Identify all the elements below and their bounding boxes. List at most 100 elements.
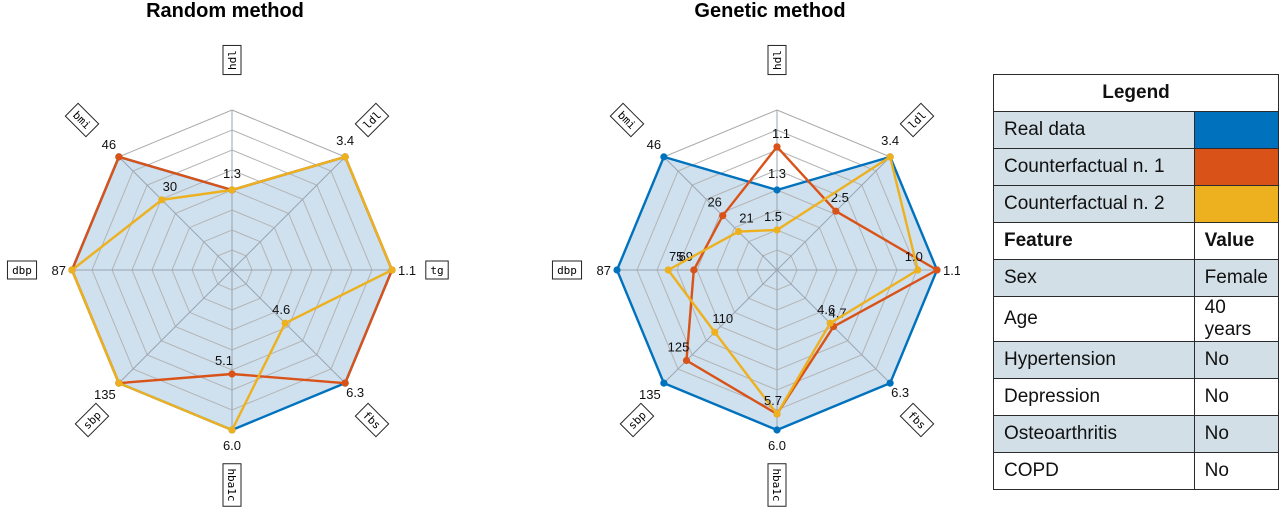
data-point [886, 153, 894, 161]
feature-value: No [1193, 452, 1280, 490]
value-label: 1.5 [764, 209, 782, 224]
feature-value: 40 years [1193, 296, 1280, 342]
value-label: 21 [739, 211, 753, 226]
data-point [613, 266, 621, 274]
data-point [682, 356, 691, 365]
spoke [118, 156, 233, 271]
data-point [228, 186, 236, 194]
legend-title-row: Legend [993, 74, 1279, 112]
axis-label-hdl: hdl [767, 44, 787, 76]
spoke [118, 269, 233, 384]
data-point [734, 227, 743, 236]
data-point [773, 186, 781, 194]
spoke [231, 269, 346, 384]
feature-name: Hypertension [993, 341, 1195, 379]
feature-row-sex: Sex Female [993, 259, 1280, 297]
feature-value: No [1193, 378, 1280, 416]
value-label: 46 [647, 137, 661, 152]
axis-label-text: hdl [771, 50, 784, 70]
data-point [773, 143, 781, 151]
series-2: 1.5 1.0 4.6 5.7 110 75 21 [664, 153, 923, 418]
value-label: 1.1 [943, 263, 960, 278]
series-0: 1.3 3.4 1.1 6.3 6.0 135 87 46 [597, 133, 960, 453]
data-point [68, 266, 76, 274]
feature-row-age: Age 40 years [993, 296, 1280, 342]
data-point [826, 319, 834, 327]
value-label: 1.0 [905, 249, 923, 264]
value-label: 135 [639, 387, 661, 402]
data-point [711, 328, 719, 336]
value-label: 46 [102, 137, 116, 152]
axis-label-fbs: fbs [899, 402, 935, 438]
legend-swatch-counterfactual-2 [1193, 185, 1280, 223]
axis-label-bmi: bmi [64, 102, 100, 138]
data-point [719, 212, 727, 220]
value-label: 3.4 [336, 133, 354, 148]
value-label: 3.4 [881, 133, 899, 148]
axis-label-sbp: sbp [619, 402, 655, 438]
series-2: 4.6 30 [68, 153, 396, 434]
value-label: 4.6 [817, 302, 835, 317]
axis-label-hba1c: hba1c [222, 463, 242, 507]
axis-label-sbp: sbp [74, 402, 110, 438]
spoke [231, 156, 346, 271]
value-label: 1.1 [772, 126, 790, 141]
data-point [664, 266, 672, 274]
feature-name: Osteoarthritis [993, 415, 1195, 453]
value-label: 87 [597, 263, 611, 278]
feature-name: Sex [993, 259, 1195, 297]
data-point [115, 153, 123, 161]
data-point [773, 410, 781, 418]
feature-header-row: Feature Value [993, 222, 1280, 260]
axis-label-ldl: ldl [354, 102, 390, 138]
feature-name: COPD [993, 452, 1195, 490]
legend-label-counterfactual-2: Counterfactual n. 2 [993, 185, 1195, 223]
feature-row-copd: COPD No [993, 452, 1280, 490]
chart-title: Genetic method [694, 0, 845, 22]
feature-row-depression: Depression No [993, 378, 1280, 416]
value-label: 4.6 [272, 302, 290, 317]
value-label: 110 [712, 311, 733, 326]
value-label: 69 [679, 249, 693, 264]
axis-label-text: hba1c [770, 468, 783, 501]
data-point [886, 379, 894, 387]
feature-name: Depression [993, 378, 1195, 416]
spoke [663, 269, 778, 384]
value-label: 1.3 [223, 166, 241, 181]
data-point [228, 426, 236, 434]
axis-label-ldl: ldl [899, 102, 935, 138]
axis-label-dbp: dbp [6, 260, 38, 280]
value-label: 2.5 [831, 190, 849, 205]
data-point [341, 153, 349, 161]
legend-label-counterfactual-1: Counterfactual n. 1 [993, 148, 1195, 186]
feature-row-hypertension: Hypertension No [993, 341, 1280, 379]
legend-row-counterfactual-2: Counterfactual n. 2 [993, 185, 1280, 223]
axis-label-bmi: bmi [609, 102, 645, 138]
data-point [388, 266, 396, 274]
value-label: 6.3 [891, 385, 909, 400]
radar-chart-2: Genetic methodhdlldltgfbshba1csbpdbpbmi1… [551, 0, 960, 507]
value-label: 1.3 [768, 166, 786, 181]
data-point [914, 266, 922, 274]
value-label: 1.1 [398, 263, 416, 278]
feature-row-osteoarthritis: Osteoarthritis No [993, 415, 1280, 453]
value-label: 5.1 [215, 353, 233, 368]
data-point [281, 319, 289, 327]
axis-label-text: tg [430, 264, 443, 277]
axis-label-dbp: dbp [551, 260, 583, 280]
value-label: 6.0 [223, 438, 241, 453]
value-label: 26 [707, 195, 721, 210]
data-point [660, 153, 668, 161]
feature-value: No [1193, 341, 1280, 379]
data-point [773, 426, 781, 434]
axis-label-hba1c: hba1c [767, 463, 787, 507]
legend-row-real-data: Real data [993, 111, 1280, 149]
axis-label-text: hba1c [225, 468, 238, 501]
axis-label-text: dbp [12, 264, 32, 277]
legend-row-counterfactual-1: Counterfactual n. 1 [993, 148, 1280, 186]
data-point [832, 207, 840, 215]
legend-swatch-real-data [1193, 111, 1280, 149]
data-point [115, 379, 123, 387]
value-header: Value [1193, 222, 1280, 260]
data-point [933, 266, 941, 274]
